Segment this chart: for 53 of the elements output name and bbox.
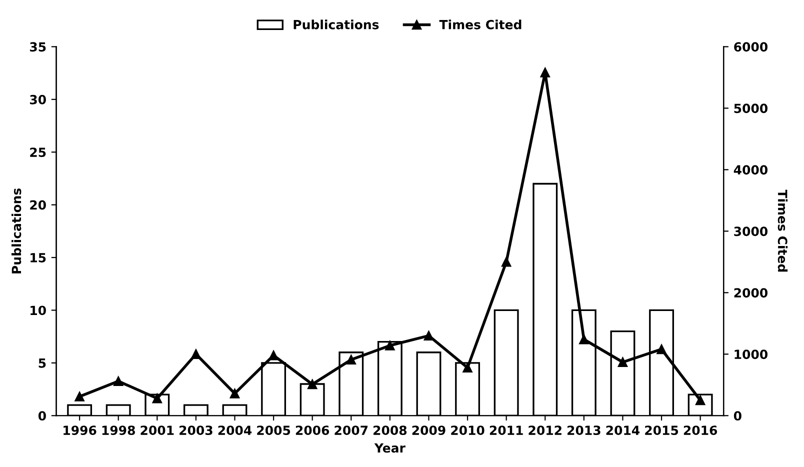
y-tick-label: 30 [30, 94, 46, 104]
x-tick-label: 1996 [64, 426, 96, 436]
point [191, 349, 201, 360]
x-tick-label: 1998 [102, 426, 135, 436]
y-axis-title: Publications [12, 188, 22, 274]
y-tick-label: 20 [30, 200, 46, 210]
y2-tick-label: 1000 [734, 350, 768, 360]
legend-label: Times Cited [439, 20, 522, 30]
point [74, 392, 84, 402]
x-tick-label: 2014 [606, 426, 640, 436]
y2-tick-label: 4000 [734, 165, 768, 175]
y-tick-label: 35 [30, 42, 46, 52]
y-tick-label: 10 [30, 306, 46, 316]
y-tick-label: 5 [38, 358, 46, 368]
legend-label: Publications [294, 20, 379, 30]
point [424, 330, 434, 341]
point [462, 362, 472, 373]
x-tick-label: 2011 [490, 426, 523, 436]
x-axis-title: Year [374, 443, 406, 453]
y2-tick-label: 6000 [734, 42, 768, 52]
x-tick-label: 2010 [451, 426, 484, 436]
point [656, 344, 666, 354]
point [579, 334, 589, 344]
x-tick-label: 2005 [257, 426, 290, 436]
x-tick-label: 2015 [645, 426, 678, 436]
point [346, 354, 356, 365]
point [385, 340, 395, 350]
x-tick-label: 2013 [568, 426, 600, 436]
point [268, 350, 278, 360]
y-tick-label: 25 [30, 148, 46, 158]
x-tick-label: 2008 [374, 426, 407, 436]
point [618, 357, 628, 367]
x-tick-label: 2006 [296, 426, 330, 436]
point [540, 68, 550, 78]
y-tick-label: 0 [38, 411, 46, 421]
y2-axis-title: Times Cited [778, 190, 788, 272]
x-tick-label: 2004 [218, 426, 252, 436]
x-tick-label: 2001 [140, 426, 174, 436]
y2-tick-label: 5000 [734, 104, 768, 114]
x-tick-label: 2009 [412, 426, 446, 436]
point [501, 257, 512, 267]
y-tick-label: 15 [30, 253, 46, 262]
point [230, 388, 240, 398]
x-tick-label: 2007 [334, 426, 368, 436]
x-tick-label: 2003 [180, 426, 212, 436]
y2-tick-label: 2000 [734, 288, 768, 298]
x-tick-label: 2016 [684, 426, 718, 436]
x-tick-label: 2012 [528, 426, 562, 436]
point [113, 376, 124, 386]
y2-tick-label: 0 [734, 411, 742, 421]
y2-tick-label: 3000 [734, 226, 768, 236]
point [307, 379, 318, 390]
point [152, 394, 162, 404]
